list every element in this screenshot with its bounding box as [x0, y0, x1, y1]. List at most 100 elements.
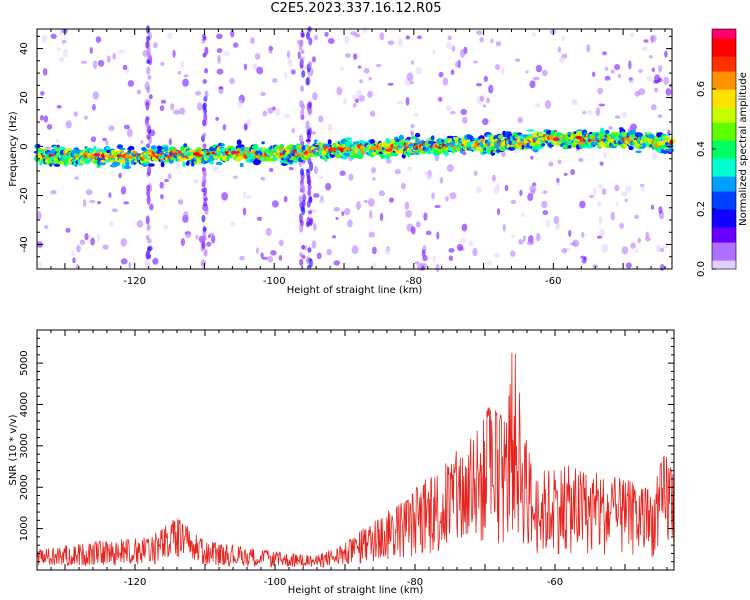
heatmap-cell: [535, 64, 543, 73]
heatmap-cell: [368, 231, 376, 238]
heatmap-cell: [468, 240, 474, 247]
heatmap-cell: [215, 161, 223, 166]
heatmap-cell: [145, 235, 150, 240]
heatmap-cell: [202, 143, 207, 149]
heatmap-cell: [625, 185, 632, 193]
heatmap-cell: [39, 115, 44, 121]
colorbar-segment: [712, 218, 736, 222]
heatmap-cell: [605, 129, 610, 134]
heatmap-cell: [618, 73, 621, 79]
heatmap-cell: [548, 161, 554, 167]
heatmap-cell: [298, 42, 303, 51]
heatmap-cell: [306, 175, 311, 181]
heatmap-cell: [212, 165, 219, 172]
heatmap-cell: [353, 53, 358, 60]
heatmap-cell: [313, 222, 317, 231]
heatmap-cell: [148, 94, 153, 100]
heatmap-cell: [278, 255, 283, 261]
colorbar-tick-label: 0.0: [696, 261, 707, 277]
heatmap-cell: [593, 187, 597, 196]
heatmap-cell: [230, 221, 236, 227]
heatmap-cell: [236, 139, 242, 146]
heatmap-cell: [180, 60, 184, 69]
snr-y-tick-label: 3000: [19, 433, 30, 458]
heatmap-cell: [529, 80, 536, 89]
heatmap-cell: [72, 257, 76, 264]
colorbar-segment: [712, 215, 736, 219]
heatmap-cell: [106, 146, 112, 150]
heatmap-cell: [563, 172, 568, 176]
colorbar-segment: [712, 194, 736, 198]
heatmap-frame: [36, 28, 673, 270]
heatmap-cell: [556, 221, 560, 229]
heatmap-cell: [444, 151, 449, 157]
heatmap-cell: [411, 60, 415, 65]
heatmap-cell: [242, 191, 247, 199]
heatmap-cell: [394, 153, 399, 157]
heatmap-cell: [93, 145, 97, 150]
heatmap-x-tick-label: -120: [123, 276, 146, 287]
heatmap-cell: [386, 158, 392, 164]
heatmap-cell: [669, 139, 674, 146]
heatmap-cell: [223, 50, 231, 57]
heatmap-cell: [164, 146, 169, 152]
heatmap-cell: [252, 143, 259, 150]
heatmap-cell: [90, 237, 95, 246]
heatmap-cell: [557, 46, 562, 53]
heatmap-cell: [499, 148, 507, 152]
heatmap-cell: [459, 49, 466, 58]
heatmap-cell: [183, 143, 188, 148]
heatmap-cell: [294, 153, 303, 157]
heatmap-cell: [314, 139, 318, 143]
heatmap-cell: [542, 190, 548, 195]
heatmap-cell: [146, 59, 151, 65]
heatmap-cell: [326, 248, 333, 256]
heatmap-cell: [230, 29, 235, 38]
heatmap-cell: [362, 26, 368, 34]
heatmap-cell: [312, 92, 318, 101]
snr-y-tick-label: 4000: [19, 392, 30, 417]
colorbar-segment: [712, 128, 736, 132]
heatmap-cell: [202, 36, 207, 41]
heatmap-cell: [256, 216, 263, 221]
heatmap-cell: [367, 198, 375, 207]
heatmap-cell: [384, 247, 391, 255]
heatmap-cell: [267, 107, 274, 114]
colorbar-segment: [712, 263, 736, 267]
heatmap-hotspot: [371, 147, 379, 151]
colorbar-segment: [712, 53, 736, 57]
heatmap-cell: [375, 63, 382, 68]
heatmap-cell: [41, 34, 48, 43]
heatmap-cell: [349, 140, 353, 143]
heatmap-cell: [233, 42, 239, 48]
heatmap-cell: [185, 231, 192, 239]
heatmap-cell: [65, 227, 71, 233]
colorbar-segment: [712, 35, 736, 39]
heatmap-cell: [657, 114, 663, 119]
colorbar-segment: [712, 68, 736, 72]
heatmap-cell: [582, 110, 586, 115]
heatmap-cell: [305, 120, 310, 131]
heatmap-cell: [486, 97, 490, 104]
colorbar-segment: [712, 167, 736, 171]
heatmap-x-tick-label: -80: [406, 276, 422, 287]
heatmap-cell: [74, 176, 79, 180]
heatmap-cell: [478, 135, 485, 141]
heatmap-cell: [109, 220, 114, 228]
heatmap-cell: [146, 224, 151, 232]
heatmap-cell: [201, 119, 206, 127]
heatmap-cell: [661, 150, 669, 154]
heatmap-cell: [243, 63, 248, 71]
colorbar-segment: [712, 173, 736, 177]
heatmap-cell: [222, 124, 227, 131]
heatmap-hotspot: [552, 137, 560, 141]
heatmap-cell: [146, 194, 151, 205]
heatmap-cell: [202, 132, 207, 138]
colorbar-segment: [712, 221, 736, 225]
heatmap-cell: [404, 201, 410, 210]
heatmap-cell: [526, 129, 535, 132]
heatmap-cell: [414, 133, 421, 138]
heatmap-cell: [297, 51, 301, 60]
heatmap-cell: [203, 201, 208, 207]
heatmap-cell: [146, 35, 150, 42]
